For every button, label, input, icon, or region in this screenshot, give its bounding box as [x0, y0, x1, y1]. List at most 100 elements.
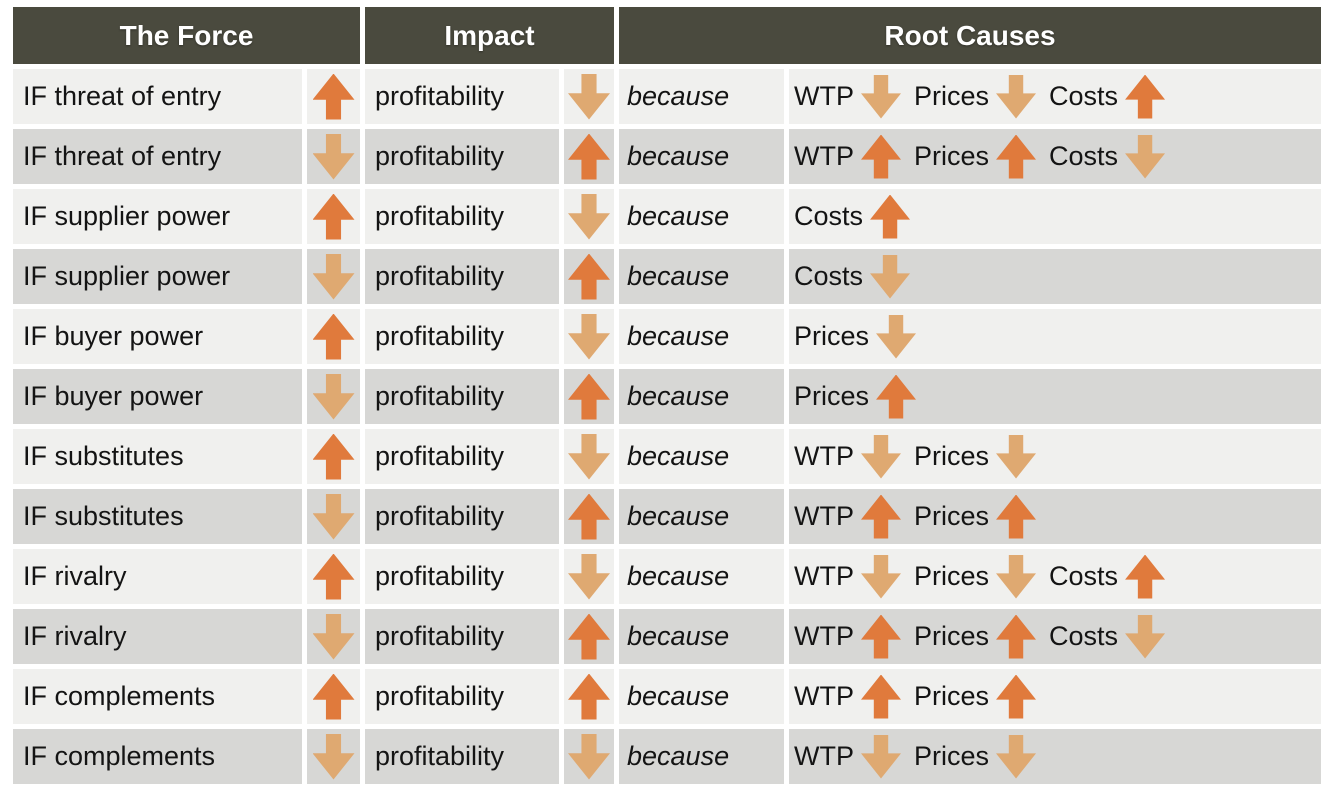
table-row: IF threat of entry profitability because…: [13, 129, 1321, 184]
arrow-up-icon: [870, 194, 911, 239]
root-causes-cell: WTP Prices Costs: [789, 129, 1321, 184]
root-cause-label: Prices: [794, 321, 870, 351]
impact-arrow-cell: [564, 549, 614, 604]
impact-cell: profitability: [365, 309, 559, 364]
impact-label: profitability: [375, 501, 505, 531]
impact-cell: profitability: [365, 189, 559, 244]
root-cause-label: Prices: [794, 381, 870, 411]
table-row: IF buyer power profitability because Pri…: [13, 369, 1321, 424]
force-arrow-cell: [307, 669, 360, 724]
because-label: because: [627, 681, 730, 711]
root-cause: Costs: [794, 254, 911, 299]
impact-label: profitability: [375, 621, 505, 651]
arrow-down-icon: [876, 314, 917, 359]
because-label: because: [627, 621, 730, 651]
force-label: IF rivalry: [23, 621, 127, 651]
root-cause: Prices: [794, 314, 917, 359]
arrow-up-icon: [996, 674, 1037, 719]
arrow-up-icon: [996, 614, 1037, 659]
root-cause-label: WTP: [794, 441, 854, 471]
arrow-up-icon: [568, 673, 610, 720]
force-cell: IF threat of entry: [13, 69, 302, 124]
root-cause-label: Prices: [914, 501, 990, 531]
root-cause: Prices: [794, 374, 917, 419]
impact-label: profitability: [375, 561, 505, 591]
impact-cell: profitability: [365, 609, 559, 664]
force-label: IF threat of entry: [23, 81, 222, 111]
because-cell: because: [619, 309, 784, 364]
arrow-down-icon: [1125, 134, 1166, 179]
because-cell: because: [619, 489, 784, 544]
root-cause-label: Prices: [914, 621, 990, 651]
impact-label: profitability: [375, 321, 505, 351]
root-causes-cell: WTP Prices Costs: [789, 609, 1321, 664]
because-cell: because: [619, 729, 784, 784]
root-cause-label: Prices: [914, 441, 990, 471]
force-cell: IF buyer power: [13, 309, 302, 364]
because-label: because: [627, 381, 730, 411]
force-label: IF supplier power: [23, 201, 231, 231]
arrow-up-icon: [312, 433, 355, 480]
force-arrow-cell: [307, 429, 360, 484]
arrow-down-icon: [1125, 614, 1166, 659]
force-label: IF complements: [23, 741, 216, 771]
root-causes-cell: WTP Prices: [789, 429, 1321, 484]
root-cause: WTP: [794, 134, 901, 179]
root-cause: Prices: [914, 674, 1037, 719]
root-cause-label: Costs: [794, 261, 864, 291]
arrow-up-icon: [312, 73, 355, 120]
table-row: IF complements profitability because WTP…: [13, 729, 1321, 784]
arrow-down-icon: [568, 433, 610, 480]
because-cell: because: [619, 429, 784, 484]
root-cause-label: WTP: [794, 741, 854, 771]
arrow-down-icon: [568, 733, 610, 780]
root-cause-label: Costs: [1049, 81, 1119, 111]
root-causes-cell: Prices: [789, 369, 1321, 424]
arrow-down-icon: [568, 193, 610, 240]
root-cause: WTP: [794, 554, 901, 599]
force-label: IF threat of entry: [23, 141, 222, 171]
force-label: IF supplier power: [23, 261, 231, 291]
root-cause: Costs: [1049, 74, 1166, 119]
arrow-down-icon: [861, 734, 901, 779]
root-cause-label: WTP: [794, 501, 854, 531]
impact-cell: profitability: [365, 129, 559, 184]
root-cause: Prices: [914, 434, 1037, 479]
impact-cell: profitability: [365, 429, 559, 484]
root-cause-label: Costs: [794, 201, 864, 231]
because-cell: because: [619, 189, 784, 244]
arrow-down-icon: [312, 373, 355, 420]
force-arrow-cell: [307, 609, 360, 664]
root-cause-label: Prices: [914, 561, 990, 591]
impact-arrow-cell: [564, 129, 614, 184]
table-body: IF threat of entry profitability because…: [13, 69, 1321, 784]
impact-label: profitability: [375, 141, 505, 171]
root-causes-cell: WTP Prices Costs: [789, 549, 1321, 604]
force-label: IF substitutes: [23, 501, 184, 531]
arrow-up-icon: [861, 614, 901, 659]
arrow-down-icon: [870, 254, 911, 299]
arrow-down-icon: [312, 253, 355, 300]
arrow-up-icon: [876, 374, 917, 419]
impact-arrow-cell: [564, 729, 614, 784]
force-cell: IF rivalry: [13, 549, 302, 604]
arrow-down-icon: [568, 553, 610, 600]
root-cause: WTP: [794, 614, 901, 659]
force-label: IF buyer power: [23, 321, 204, 351]
header-root-causes: Root Causes: [619, 7, 1321, 64]
root-causes-cell: WTP Prices: [789, 669, 1321, 724]
root-cause: WTP: [794, 674, 901, 719]
force-cell: IF rivalry: [13, 609, 302, 664]
force-arrow-cell: [307, 369, 360, 424]
root-causes-cell: WTP Prices Costs: [789, 69, 1321, 124]
arrow-up-icon: [1125, 554, 1166, 599]
root-cause-label: Costs: [1049, 141, 1119, 171]
root-cause-label: Prices: [914, 141, 990, 171]
impact-cell: profitability: [365, 69, 559, 124]
root-causes-cell: Costs: [789, 189, 1321, 244]
root-causes-cell: WTP Prices: [789, 729, 1321, 784]
root-causes-cell: WTP Prices: [789, 489, 1321, 544]
because-label: because: [627, 741, 730, 771]
because-cell: because: [619, 129, 784, 184]
